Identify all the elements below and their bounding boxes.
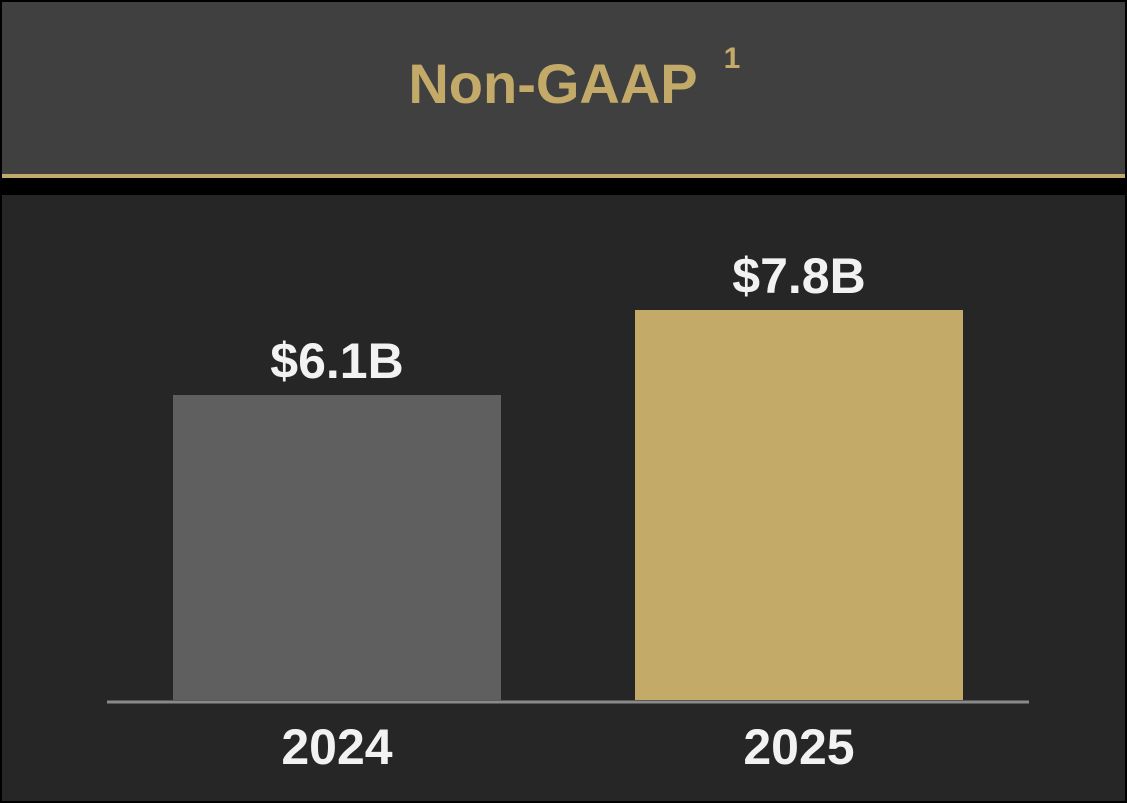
value-label: $7.8B [732,248,865,304]
x-tick-label: 2025 [743,719,854,775]
bar [635,310,963,700]
header-rule [2,174,1125,178]
header [2,2,1125,175]
bar [173,395,501,700]
title-superscript: 1 [724,42,741,75]
chart-title: Non-GAAP [408,52,697,115]
x-tick-label: 2024 [281,719,392,775]
value-label: $6.1B [270,333,403,389]
